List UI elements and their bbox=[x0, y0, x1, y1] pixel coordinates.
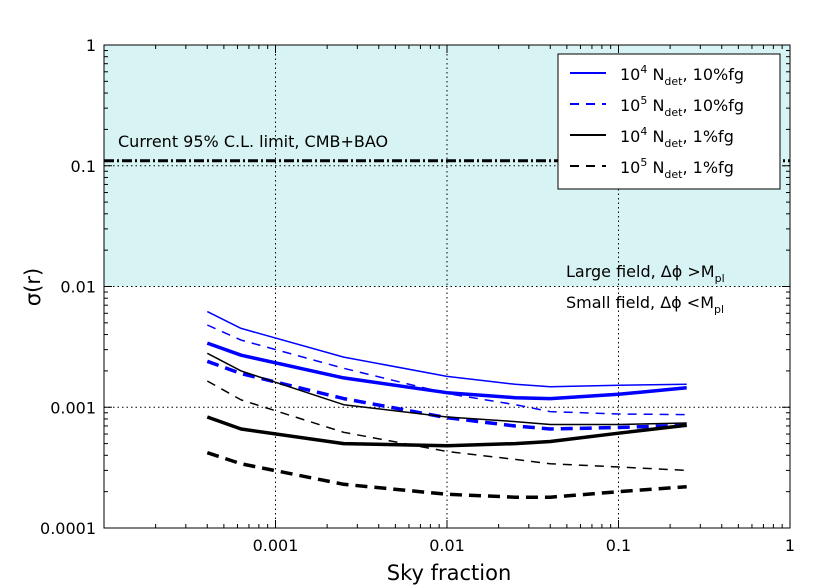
small-field-relation: <M bbox=[682, 293, 714, 312]
legend-exp-4: 5 bbox=[640, 156, 647, 169]
series-line-5 bbox=[206, 352, 687, 426]
series-line-8 bbox=[206, 451, 687, 499]
y-axis-label: σ(r) bbox=[21, 268, 45, 306]
y-tick-label-0: 0.0001 bbox=[40, 519, 96, 538]
legend-exp-2: 5 bbox=[640, 94, 647, 107]
series-line-4 bbox=[206, 359, 687, 431]
y-tick-label-4: 1 bbox=[86, 36, 96, 55]
series-line-1 bbox=[206, 310, 687, 388]
legend-tail-1: , 10%fg bbox=[683, 65, 745, 84]
small-field-delta-phi: Δϕ bbox=[660, 293, 682, 312]
large-field-delta-phi: Δϕ bbox=[661, 262, 683, 281]
series-group bbox=[206, 310, 687, 499]
legend-base-2: 10 bbox=[620, 96, 640, 115]
x-axis-label: Sky fraction bbox=[387, 561, 512, 585]
legend-base-3: 10 bbox=[620, 127, 640, 146]
large-field-relation: >M bbox=[682, 262, 714, 281]
series-line-3 bbox=[206, 324, 687, 416]
limit-label: Current 95% C.L. limit, CMB+BAO bbox=[118, 132, 388, 151]
legend-n-1: N bbox=[647, 65, 664, 84]
legend-exp-3: 4 bbox=[640, 125, 647, 138]
legend-exp-1: 4 bbox=[640, 63, 647, 76]
series-line-6 bbox=[206, 415, 687, 448]
large-field-label: Large field, Δϕ >Mpl bbox=[566, 262, 725, 285]
legend-label-3: 104 Ndet, 1%fg bbox=[620, 125, 734, 150]
legend-label-2: 105 Ndet, 10%fg bbox=[620, 94, 744, 119]
legend: 104 Ndet, 10%fg 105 Ndet, 10%fg 104 Ndet… bbox=[557, 53, 781, 190]
series-line-7 bbox=[206, 380, 687, 472]
large-field-subscript: pl bbox=[715, 272, 725, 285]
small-field-subscript: pl bbox=[714, 303, 724, 316]
x-tick-label-0: 0.001 bbox=[253, 536, 299, 555]
legend-n-3: N bbox=[647, 127, 664, 146]
x-tick-label-3: 1 bbox=[785, 536, 795, 555]
y-tick-label-1: 0.001 bbox=[50, 398, 96, 417]
small-field-label: Small field, Δϕ <Mpl bbox=[566, 293, 724, 316]
plot-frame bbox=[103, 44, 791, 529]
legend-tail-3: , 1%fg bbox=[683, 127, 734, 146]
legend-sub-3: det bbox=[664, 137, 683, 150]
legend-n-4: N bbox=[647, 158, 664, 177]
legend-n-2: N bbox=[647, 96, 664, 115]
legend-tail-2: , 10%fg bbox=[683, 96, 745, 115]
y-tick-label-2: 0.01 bbox=[60, 278, 96, 297]
ticks: 0.001 0.01 0.1 1 0.0001 0.001 0.01 0.1 1 bbox=[40, 36, 795, 555]
legend-tail-4: , 1%fg bbox=[683, 158, 734, 177]
y-tick-label-3: 0.1 bbox=[71, 157, 96, 176]
legend-base-4: 10 bbox=[620, 158, 640, 177]
legend-label-1: 104 Ndet, 10%fg bbox=[620, 63, 744, 88]
legend-label-4: 105 Ndet, 1%fg bbox=[620, 156, 734, 181]
legend-base-1: 10 bbox=[620, 65, 640, 84]
x-tick-label-2: 0.1 bbox=[606, 536, 631, 555]
small-field-prefix: Small field, bbox=[566, 293, 660, 312]
legend-sub-1: det bbox=[664, 75, 683, 88]
x-tick-label-1: 0.01 bbox=[429, 536, 465, 555]
series-line-2 bbox=[206, 341, 687, 401]
legend-sub-4: det bbox=[664, 168, 683, 181]
legend-sub-2: det bbox=[664, 106, 683, 119]
large-field-prefix: Large field, bbox=[566, 262, 661, 281]
